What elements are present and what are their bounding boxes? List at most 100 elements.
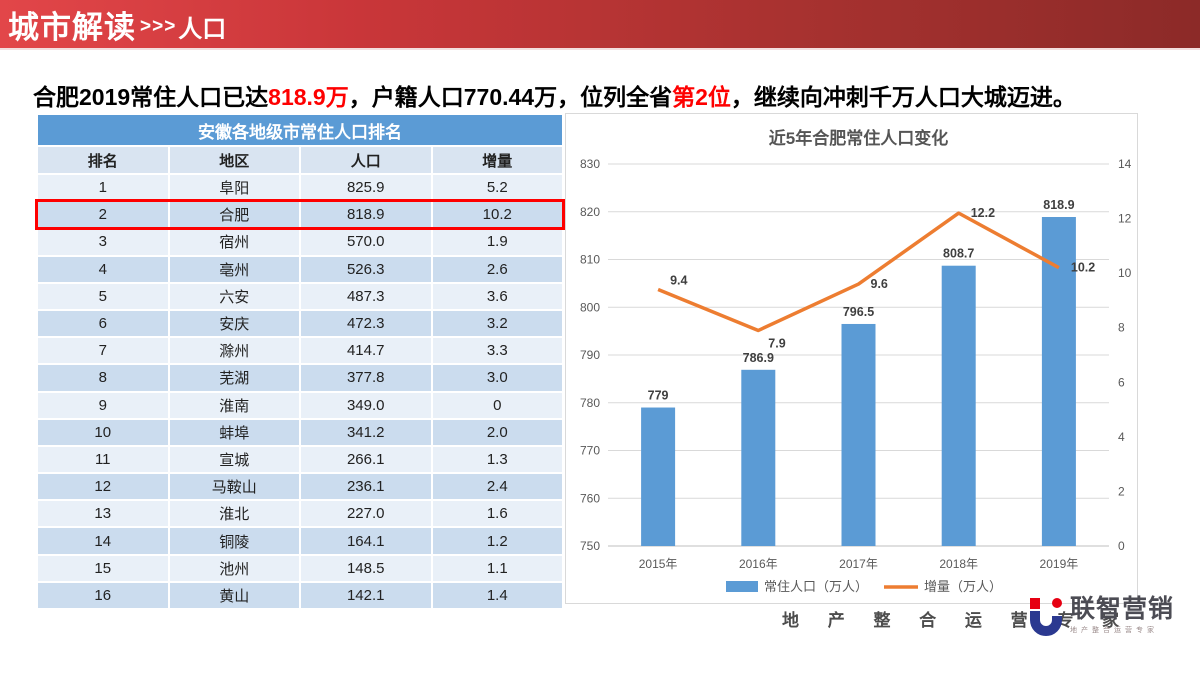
headline-segment: ，继续向冲刺千万人口大城迈进。 bbox=[730, 84, 1076, 110]
x-axis-label: 2016年 bbox=[739, 557, 778, 571]
table-cell: 1 bbox=[38, 175, 168, 201]
table-cell: 7 bbox=[38, 338, 168, 364]
table-cell: 487.3 bbox=[301, 283, 431, 309]
table-cell: 2.4 bbox=[432, 474, 562, 500]
table-row: 15 池州 148.5 1.1 bbox=[38, 555, 562, 581]
table-cell: 黄山 bbox=[169, 582, 299, 608]
table-cell: 341.2 bbox=[301, 419, 431, 445]
headline-segment: ，户籍人口770.44万，位列全省 bbox=[348, 84, 673, 110]
table-row: 11 宣城 266.1 1.3 bbox=[38, 446, 562, 473]
table-cell: 池州 bbox=[169, 555, 299, 581]
header-title: 城市解读 bbox=[8, 9, 136, 45]
bar-value-label: 808.7 bbox=[943, 247, 974, 261]
table-row: 9 淮南 349.0 0 bbox=[38, 392, 562, 418]
table-cell: 227.0 bbox=[301, 501, 431, 527]
left-axis-tick: 750 bbox=[580, 539, 600, 553]
table-body: 1 阜阳 825.9 5.2 2 合肥 818.9 10.2 3 宿州 570.0 1.9 4 亳州 526… bbox=[35, 175, 565, 608]
bar-value-label: 786.9 bbox=[743, 351, 774, 365]
headline-segment: 合肥2019常住人口已达 bbox=[33, 84, 269, 110]
table-cell: 11 bbox=[38, 446, 168, 473]
left-axis-tick: 760 bbox=[580, 491, 600, 505]
table-cell: 10.2 bbox=[432, 202, 562, 228]
table-cell: 3.3 bbox=[432, 338, 562, 364]
logo-sub-tagline: 地产整合运营专家 bbox=[1070, 626, 1158, 634]
table-cell: 15 bbox=[38, 555, 168, 581]
headline-segment: 第2位 bbox=[672, 84, 731, 110]
population-chart: 近5年合肥常住人口变化 750 760 770 780 790 800 810 820 830 0 2… bbox=[565, 113, 1138, 604]
table-row: 12 马鞍山 236.1 2.4 bbox=[38, 474, 562, 500]
legend-bar-label: 常住人口（万人） bbox=[764, 579, 868, 594]
table-cell: 16 bbox=[38, 582, 168, 608]
table-column-header: 地区 bbox=[169, 147, 299, 173]
table-cell: 蚌埠 bbox=[169, 419, 299, 445]
table-row: 13 淮北 227.0 1.6 bbox=[38, 501, 562, 527]
bar-value-label: 796.5 bbox=[843, 305, 874, 319]
table-cell: 0 bbox=[432, 392, 562, 418]
left-axis-tick: 830 bbox=[580, 157, 600, 171]
table-row: 7 滁州 414.7 3.3 bbox=[38, 338, 562, 364]
table-row: 6 安庆 472.3 3.2 bbox=[38, 310, 562, 337]
line-value-label: 9.6 bbox=[871, 277, 888, 291]
table-cell: 825.9 bbox=[301, 175, 431, 201]
x-axis-label: 2017年 bbox=[839, 557, 878, 571]
table-cell: 3 bbox=[38, 229, 168, 255]
line-series bbox=[657, 211, 1060, 333]
table-cell: 1.2 bbox=[432, 528, 562, 554]
line-value-label: 7.9 bbox=[768, 336, 785, 350]
table-cell: 2 bbox=[38, 202, 168, 228]
table-header-row: 排名 地区 人口 增量 bbox=[38, 147, 562, 173]
table-cell: 8 bbox=[38, 365, 168, 391]
table-column-header: 排名 bbox=[38, 147, 168, 173]
table-cell: 3.2 bbox=[432, 310, 562, 337]
table-row: 10 蚌埠 341.2 2.0 bbox=[38, 419, 562, 445]
bar bbox=[941, 265, 976, 546]
table-cell: 亳州 bbox=[169, 256, 299, 282]
right-axis-tick: 4 bbox=[1118, 430, 1125, 444]
left-axis-tick: 790 bbox=[580, 348, 600, 362]
chart-title: 近5年合肥常住人口变化 bbox=[769, 128, 948, 148]
table-row: 1 阜阳 825.9 5.2 bbox=[38, 175, 562, 201]
table-cell: 滁州 bbox=[169, 338, 299, 364]
table-row-highlighted: 2 合肥 818.9 10.2 bbox=[35, 199, 565, 231]
table-cell: 淮南 bbox=[169, 392, 299, 418]
table-cell: 宿州 bbox=[169, 229, 299, 255]
table-cell: 2.0 bbox=[432, 419, 562, 445]
legend-bar-swatch bbox=[726, 581, 758, 592]
table-cell: 1.9 bbox=[432, 229, 562, 255]
right-axis-tick: 10 bbox=[1118, 266, 1132, 280]
table-cell: 414.7 bbox=[301, 338, 431, 364]
bar-value-label: 779 bbox=[648, 389, 669, 403]
table-cell: 472.3 bbox=[301, 310, 431, 337]
table-cell: 1.3 bbox=[432, 446, 562, 473]
line-value-label: 9.4 bbox=[670, 274, 687, 288]
table-cell: 3.0 bbox=[432, 365, 562, 391]
bar-line-chart: 近5年合肥常住人口变化75076077078079080081082083002… bbox=[580, 128, 1132, 594]
table-cell: 1.1 bbox=[432, 555, 562, 581]
left-axis-tick: 800 bbox=[580, 300, 600, 314]
table-column-header: 人口 bbox=[301, 147, 431, 173]
right-axis-tick: 12 bbox=[1118, 212, 1132, 226]
table-row: 16 黄山 142.1 1.4 bbox=[38, 582, 562, 608]
table-cell: 164.1 bbox=[301, 528, 431, 554]
table-cell: 12 bbox=[38, 474, 168, 500]
table-cell: 5.2 bbox=[432, 175, 562, 201]
table-cell: 1.6 bbox=[432, 501, 562, 527]
line-value-label: 10.2 bbox=[1071, 261, 1095, 275]
x-axis-label: 2015年 bbox=[639, 557, 678, 571]
left-axis-tick: 780 bbox=[580, 396, 600, 410]
table-cell: 宣城 bbox=[169, 446, 299, 473]
x-axis-label: 2018年 bbox=[939, 557, 978, 571]
bar bbox=[841, 323, 876, 546]
left-axis-tick: 820 bbox=[580, 205, 600, 219]
table-cell: 570.0 bbox=[301, 229, 431, 255]
table-cell: 236.1 bbox=[301, 474, 431, 500]
table-cell: 6 bbox=[38, 310, 168, 337]
table-cell: 9 bbox=[38, 392, 168, 418]
table-cell: 安庆 bbox=[169, 310, 299, 337]
bar bbox=[741, 369, 776, 546]
table-cell: 铜陵 bbox=[169, 528, 299, 554]
table-cell: 377.8 bbox=[301, 365, 431, 391]
company-logo: 联智营销 地产整合运营专家 bbox=[1026, 595, 1174, 640]
table-cell: 266.1 bbox=[301, 446, 431, 473]
